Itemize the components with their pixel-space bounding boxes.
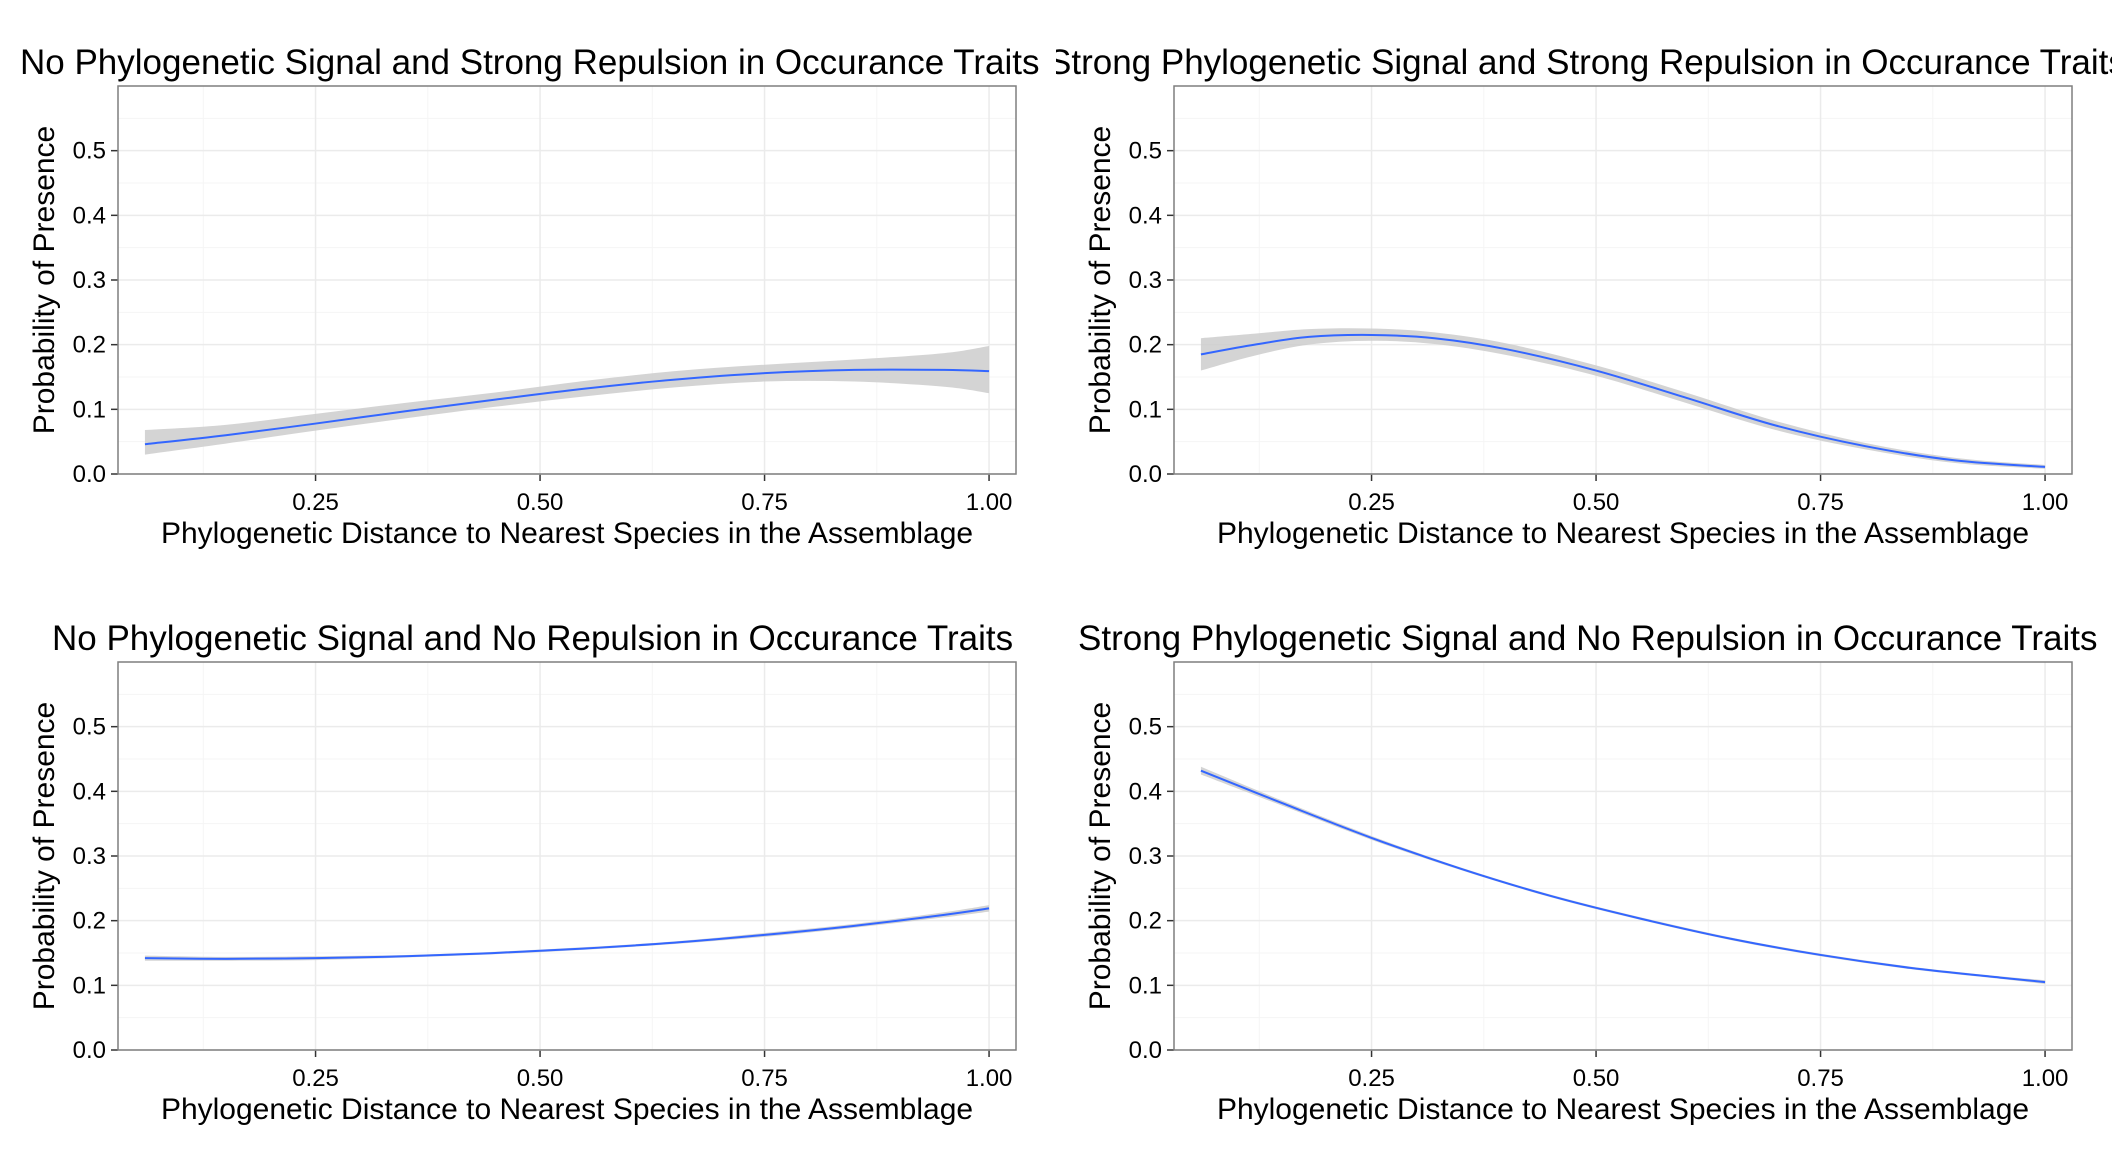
chart-title: No Phylogenetic Signal and No Repulsion … — [52, 619, 1013, 658]
confidence-ribbon — [1200, 328, 2046, 469]
x-tick-label: 0.75 — [741, 1065, 788, 1092]
plot-border — [1173, 661, 2073, 1051]
chart-panel-3: 0.25 0.50 0.75 1.00 0.0 0.1 0.2 0.3 0.4 0.5 No Phy… — [28, 619, 1017, 1126]
y-axis-label: Probability of Presence — [1084, 126, 1117, 435]
y-tick-label: 0.2 — [73, 908, 106, 935]
x-tick-label: 0.50 — [1573, 489, 1620, 516]
chart-title: No Phylogenetic Signal and Strong Repuls… — [20, 43, 1039, 82]
y-tick-label: 0.3 — [73, 267, 106, 294]
y-tick-label: 0.2 — [1129, 908, 1162, 935]
x-tick-label: 0.50 — [517, 489, 564, 516]
x-tick-label: 1.00 — [2022, 489, 2069, 516]
y-tick-label: 0.2 — [73, 332, 106, 359]
x-tick-label: 0.50 — [1573, 1065, 1620, 1092]
x-axis-label: Phylogenetic Distance to Nearest Species… — [161, 517, 973, 550]
x-tick-label: 0.25 — [1348, 489, 1395, 516]
y-tick-label: 0.1 — [73, 972, 106, 999]
y-tick-label: 0.0 — [1129, 1037, 1162, 1064]
chart-title: Strong Phylogenetic Signal and Strong Re… — [1048, 43, 2112, 82]
y-tick-label: 0.5 — [73, 714, 106, 741]
y-tick-label: 0.1 — [73, 396, 106, 423]
y-axis-label: Probability of Presence — [28, 702, 61, 1011]
y-tick-label: 0.0 — [1129, 461, 1162, 488]
y-tick-label: 0.1 — [1129, 396, 1162, 423]
x-tick-label: 0.75 — [741, 489, 788, 516]
fitted-line — [1200, 333, 2046, 468]
y-tick-label: 0.3 — [1129, 267, 1162, 294]
y-tick-label: 0.0 — [73, 461, 106, 488]
y-tick-label: 0.3 — [1129, 843, 1162, 870]
x-tick-label: 1.00 — [966, 489, 1013, 516]
chart-panel-4: 0.25 0.50 0.75 1.00 0.0 0.1 0.2 0.3 0.4 0.5 Strong… — [1078, 619, 2097, 1126]
x-tick-label: 0.75 — [1797, 1065, 1844, 1092]
chart-panel-2: 0.25 0.50 0.75 1.00 0.0 0.1 0.2 0.3 0.4 0.5 Strong… — [1048, 43, 2112, 550]
x-tick-label: 0.50 — [517, 1065, 564, 1092]
y-tick-label: 0.4 — [1129, 202, 1162, 229]
y-tick-label: 0.5 — [1129, 138, 1162, 165]
y-tick-label: 0.4 — [1129, 778, 1162, 805]
y-tick-label: 0.0 — [73, 1037, 106, 1064]
x-axis-label: Phylogenetic Distance to Nearest Species… — [1217, 1093, 2029, 1126]
y-axis-label: Probability of Presence — [28, 126, 61, 435]
chart-title: Strong Phylogenetic Signal and No Repuls… — [1078, 619, 2097, 658]
y-tick-label: 0.5 — [73, 138, 106, 165]
plot-border — [117, 85, 1017, 475]
y-axis-label: Probability of Presence — [1084, 702, 1117, 1011]
y-tick-label: 0.3 — [73, 843, 106, 870]
x-tick-label: 0.25 — [292, 489, 339, 516]
fitted-line — [144, 368, 990, 446]
y-tick-label: 0.4 — [73, 778, 106, 805]
y-tick-label: 0.2 — [1129, 332, 1162, 359]
x-axis-label: Phylogenetic Distance to Nearest Species… — [161, 1093, 973, 1126]
x-tick-label: 0.75 — [1797, 489, 1844, 516]
x-tick-label: 1.00 — [2022, 1065, 2069, 1092]
y-tick-label: 0.5 — [1129, 714, 1162, 741]
x-tick-label: 0.25 — [1348, 1065, 1395, 1092]
x-tick-label: 1.00 — [966, 1065, 1013, 1092]
x-axis-label: Phylogenetic Distance to Nearest Species… — [1217, 517, 2029, 550]
fitted-line — [144, 907, 990, 960]
y-tick-label: 0.4 — [73, 202, 106, 229]
x-tick-label: 0.25 — [292, 1065, 339, 1092]
plot-border — [117, 661, 1017, 1051]
plot-border — [1173, 85, 2073, 475]
chart-panel-1: 0.25 0.50 0.75 1.00 0.0 0.1 0.2 0.3 0.4 0.5 No Phy… — [20, 43, 1039, 550]
fitted-line — [1200, 769, 2046, 984]
y-tick-label: 0.1 — [1129, 972, 1162, 999]
